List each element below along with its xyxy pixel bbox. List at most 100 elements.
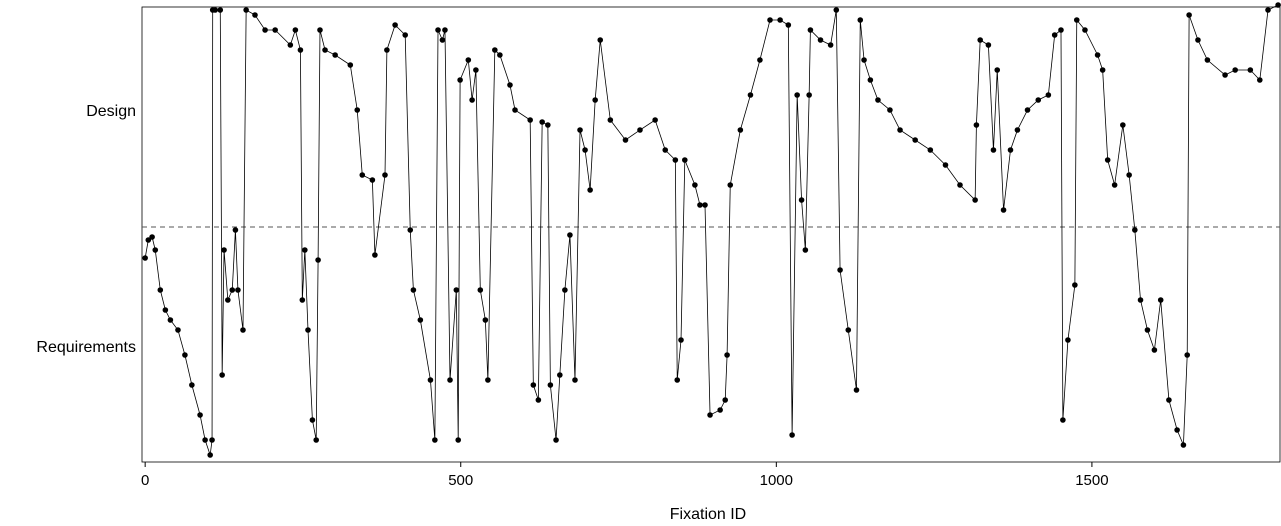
data-point (1120, 122, 1126, 128)
x-tick-label: 0 (141, 472, 149, 489)
data-point (302, 247, 308, 253)
data-point (1099, 67, 1106, 73)
data-point (785, 22, 792, 28)
data-point (535, 397, 542, 403)
data-point (973, 122, 980, 128)
data-point (912, 137, 918, 143)
data-point (527, 117, 533, 123)
data-point (432, 437, 438, 443)
data-point (1082, 27, 1088, 33)
data-point (299, 297, 306, 303)
data-point (994, 67, 1001, 73)
data-point (292, 27, 299, 33)
data-point (927, 147, 934, 153)
data-point (382, 172, 388, 178)
data-point (369, 177, 376, 183)
data-point (597, 37, 604, 43)
plot-frame (141, 6, 1281, 463)
data-point (806, 92, 812, 98)
data-point (207, 452, 213, 458)
data-point (697, 202, 703, 208)
data-point (717, 407, 723, 413)
data-point (794, 92, 800, 98)
data-point (252, 12, 258, 18)
data-point (833, 7, 840, 13)
data-point (942, 162, 949, 168)
data-point (465, 57, 472, 63)
data-point (547, 382, 554, 388)
data-point (477, 287, 484, 293)
data-point (167, 317, 174, 323)
data-point (1232, 67, 1238, 73)
data-point (867, 77, 874, 83)
data-point (1157, 297, 1164, 303)
data-point (447, 377, 453, 383)
data-point (1195, 37, 1201, 43)
data-point (402, 32, 408, 38)
data-point (189, 382, 195, 388)
data-point (197, 412, 203, 418)
data-point (722, 397, 729, 403)
data-point (637, 127, 643, 133)
data-point (1204, 57, 1211, 63)
data-point (1265, 7, 1271, 13)
data-point (817, 37, 824, 43)
data-point (1151, 347, 1158, 353)
data-point (243, 7, 249, 13)
data-point (767, 17, 773, 23)
data-point (887, 107, 893, 113)
data-point (439, 37, 446, 43)
data-point (1065, 337, 1071, 343)
data-point (990, 147, 997, 153)
data-point (1045, 92, 1052, 98)
data-point (219, 372, 225, 378)
data-point (682, 157, 688, 163)
data-point (724, 352, 730, 358)
data-point (577, 127, 583, 133)
data-point (957, 182, 963, 188)
data-point (372, 252, 378, 258)
data-point (807, 27, 814, 33)
data-point (977, 37, 983, 43)
data-point (1058, 27, 1064, 33)
data-point (417, 317, 424, 323)
data-point (162, 307, 169, 313)
data-point (707, 412, 713, 418)
data-point (492, 47, 498, 53)
data-point (702, 202, 708, 208)
data-point (1051, 32, 1058, 38)
data-point (322, 47, 328, 53)
data-point (1275, 2, 1281, 8)
data-point (545, 122, 551, 128)
data-point (182, 352, 188, 358)
data-point (1137, 297, 1144, 303)
data-point (157, 287, 164, 293)
data-point (175, 327, 181, 333)
data-point (1111, 182, 1118, 188)
data-point (1257, 77, 1263, 83)
data-point (209, 437, 215, 443)
data-point (985, 42, 992, 48)
data-point (1007, 147, 1014, 153)
data-point (435, 27, 441, 33)
data-point (672, 157, 679, 163)
data-point (827, 42, 834, 48)
data-point (1072, 282, 1078, 288)
data-point (232, 227, 239, 233)
data-point (1184, 352, 1191, 358)
data-point (332, 52, 338, 58)
data-point (1144, 327, 1151, 333)
data-point (287, 42, 294, 48)
data-point (152, 247, 159, 253)
data-point (1166, 397, 1172, 403)
data-point (1174, 427, 1180, 433)
data-point (1126, 172, 1132, 178)
data-point (789, 432, 795, 438)
data-point (384, 47, 390, 53)
data-point (853, 387, 860, 393)
data-point (1247, 67, 1254, 73)
data-point (622, 137, 629, 143)
data-point (455, 437, 462, 443)
data-point (692, 182, 698, 188)
data-point (497, 52, 503, 58)
